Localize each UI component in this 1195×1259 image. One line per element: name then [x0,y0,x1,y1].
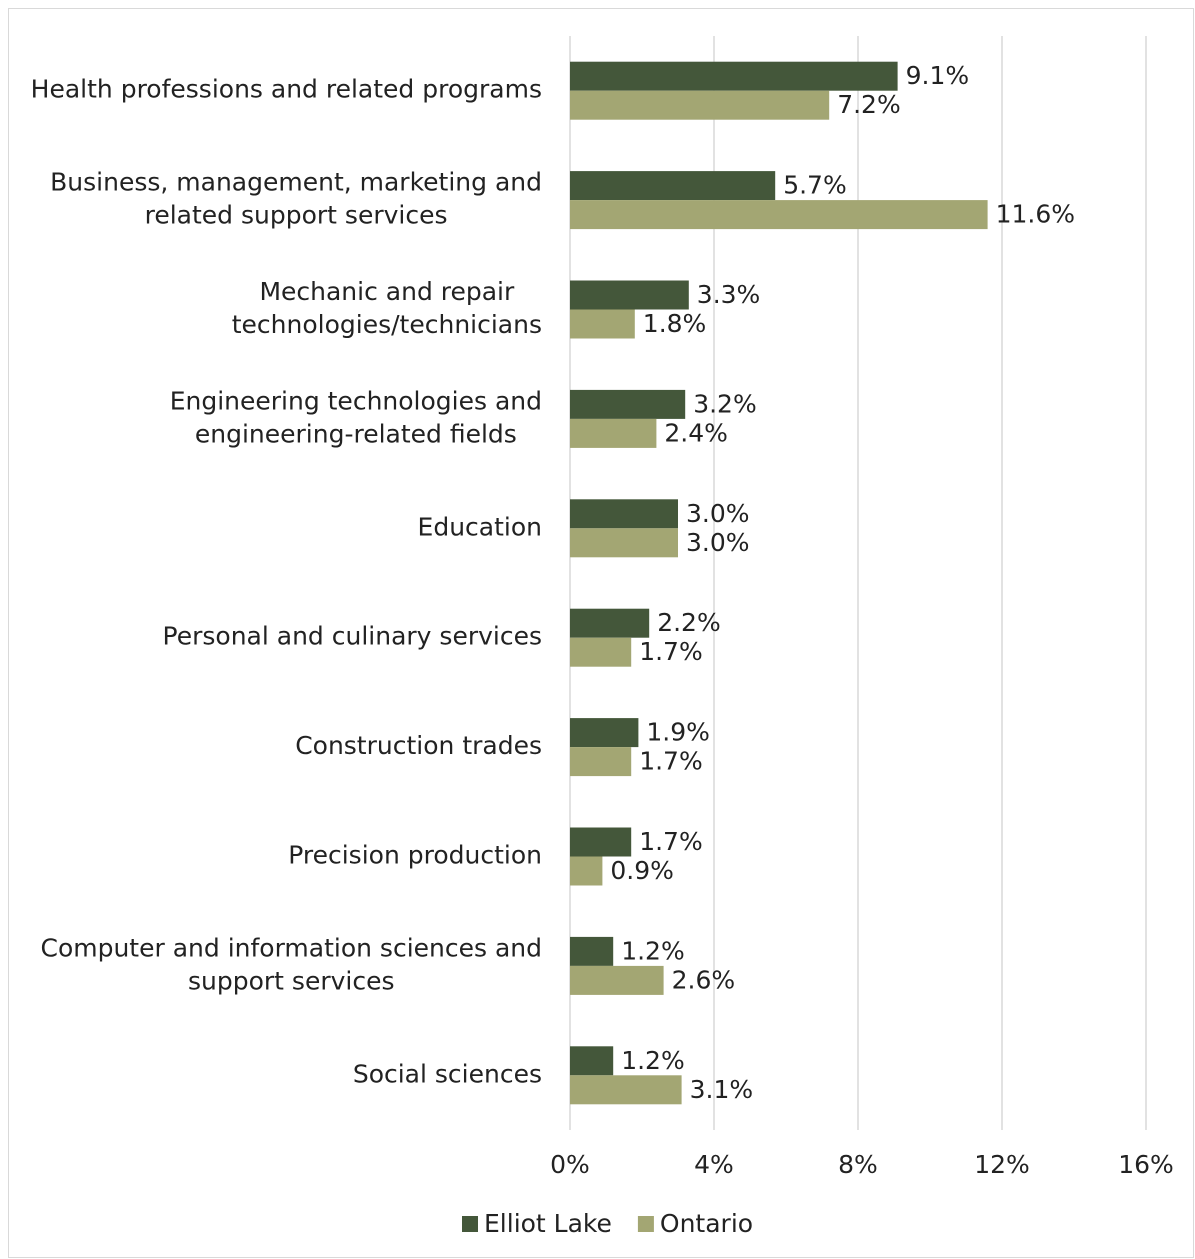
x-tick-label: 8% [838,1150,878,1179]
bar [570,61,898,91]
legend-swatch [462,1216,478,1232]
y-tick-label: Social sciences [353,1059,542,1088]
data-label: 3.0% [686,499,750,528]
y-tick-label: Business, management, marketing and relat… [50,168,542,230]
legend-swatch [637,1216,654,1232]
bar [570,718,639,748]
data-label: 1.2% [621,936,685,965]
y-tick-label: Precision production [288,841,542,870]
data-label: 3.3% [697,280,761,309]
data-label: 1.2% [621,1046,685,1075]
bar [570,200,988,230]
y-tick-label: Construction trades [295,731,542,760]
bar [570,309,635,339]
y-tick-label: Computer and information sciences and sup… [40,933,542,995]
data-label: 7.2% [837,90,901,119]
legend-label: Elliot Lake [484,1209,612,1238]
bar [570,418,657,448]
label-line: Personal and culinary services [163,622,542,651]
label-line: related support services [145,201,448,230]
bar [570,936,614,966]
bar [570,965,664,995]
label-line: Health professions and related programs [31,75,542,104]
y-tick-label: Mechanic and repair technologies/technici… [232,277,542,339]
data-label: 1.8% [643,309,707,338]
data-label: 5.7% [783,171,847,200]
label-line: Construction trades [295,731,542,760]
bar [570,747,632,777]
x-tick-label: 0% [550,1150,590,1179]
data-label: 3.1% [690,1075,754,1104]
label-line: Business, management, marketing and [50,168,542,197]
bar [570,608,650,638]
data-label: 2.4% [664,418,728,447]
bar [570,499,678,529]
label-line: Computer and information sciences and [40,933,542,962]
data-label: 2.6% [672,965,736,994]
data-label: 9.1% [906,61,970,90]
data-label: 3.2% [693,389,757,418]
bar [570,1075,682,1105]
bar [570,528,678,558]
label-line: Precision production [288,841,542,870]
label-line: Mechanic and repair [259,277,515,306]
data-label: 0.9% [610,856,674,885]
data-label: 1.7% [639,637,703,666]
bar [570,1046,614,1076]
legend-label: Ontario [660,1209,753,1238]
x-tick-label: 16% [1118,1150,1174,1179]
bar [570,280,689,310]
data-label: 1.7% [639,747,703,776]
y-tick-label: Health professions and related programs [31,75,542,104]
y-tick-label: Engineering technologies and engineering-… [170,386,542,448]
label-line: engineering-related fields [195,419,517,448]
bar [570,389,686,419]
y-tick-label: Education [418,512,542,541]
label-line: Engineering technologies and [170,386,542,415]
label-line: Social sciences [353,1059,542,1088]
y-tick-label: Personal and culinary services [163,622,542,651]
bar [570,827,632,857]
bar [570,90,830,120]
label-line: technologies/technicians [232,310,542,339]
label-line: support services [188,966,395,995]
data-label: 11.6% [996,200,1075,229]
bar [570,637,632,667]
x-tick-label: 12% [974,1150,1030,1179]
data-label: 3.0% [686,528,750,557]
bar [570,171,776,201]
data-label: 2.2% [657,608,721,637]
bar [570,856,603,886]
x-tick-label: 4% [694,1150,734,1179]
data-label: 1.9% [646,718,710,747]
label-line: Education [418,512,542,541]
data-label: 1.7% [639,827,703,856]
